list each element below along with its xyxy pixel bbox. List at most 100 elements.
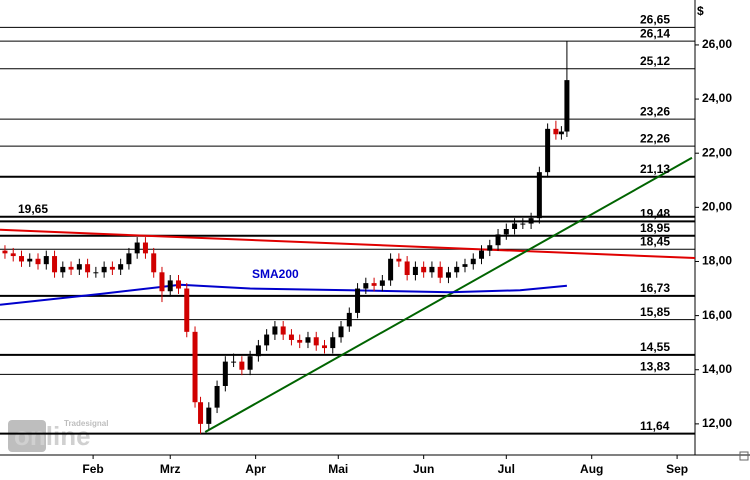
y-tick-label: 26,00 [702,37,732,51]
candle-body [272,326,278,335]
candle-body [454,266,460,273]
candle-body [255,345,261,357]
candle-body [487,245,493,251]
candle-body [60,266,66,273]
candle-body [167,280,173,292]
candle-body [76,264,82,270]
x-tick-label: Apr [245,462,266,476]
candle-body [437,266,443,278]
candle-body [231,361,237,363]
level-label: 23,26 [640,104,670,118]
currency-label: $ [697,4,704,18]
x-tick-label: Feb [82,462,103,476]
y-tick-label: 12,00 [702,416,732,430]
x-tick-label: Mrz [160,462,181,476]
candle-body [206,407,212,424]
level-label: 15,85 [640,305,670,319]
candle-body [109,266,115,270]
y-tick-label: 20,00 [702,200,732,214]
candle-body [338,326,344,338]
candle-body [93,272,99,274]
candle-body [520,223,526,225]
x-tick-label: Mai [328,462,348,476]
candle-body [297,339,303,343]
candle-body [118,264,124,270]
candle-body [346,312,352,327]
level-label: 16,73 [640,281,670,295]
candle-body [421,266,427,273]
candle-body [429,266,435,273]
candle-body [404,261,410,276]
candle-body [553,128,559,135]
watermark: online Tradesignal [8,419,108,452]
candle-body [355,288,361,313]
candle-body [445,272,451,278]
candle-body [101,266,107,273]
level-label: 11,64 [640,419,670,433]
watermark-brand: Tradesignal [64,419,108,428]
candle-body [503,228,509,235]
level-label: 25,12 [640,54,670,68]
candle-body [371,283,377,286]
candle-body [198,402,204,424]
level-label: 19,65 [18,202,48,216]
candle-body [462,264,468,267]
x-tick-label: Sep [666,462,688,476]
level-label: 21,13 [640,162,670,176]
candle-body [396,258,402,262]
candle-body [388,258,394,281]
candle-body [363,283,369,289]
candle-body [495,234,501,246]
candle-body [151,253,157,273]
candle-body [52,256,58,273]
candle-body [330,337,336,349]
level-label: 14,55 [640,340,670,354]
candle-body [27,258,33,262]
level-label: 19,48 [640,207,670,221]
candle-body [536,172,542,219]
candle-body [313,337,319,346]
x-tick-label: Jun [413,462,434,476]
y-tick-label: 22,00 [702,145,732,159]
candle-body [159,272,165,292]
candle-body [545,128,551,173]
candle-body [558,131,564,135]
candle-body [305,337,311,343]
x-tick-label: Aug [580,462,603,476]
candle-body [192,331,198,403]
candle-body [321,345,327,349]
candle-body [2,250,8,254]
candle-body [184,288,190,332]
candle-body [280,326,286,335]
candle-body [10,253,16,257]
candle-body [85,264,91,273]
y-tick-label: 16,00 [702,308,732,322]
candle-body [134,242,140,254]
candle-body [43,256,49,265]
level-label: 18,95 [640,221,670,235]
candle-body [222,361,228,386]
y-tick-label: 24,00 [702,91,732,105]
candle-body [214,385,220,408]
y-tick-label: 14,00 [702,362,732,376]
level-label: 22,26 [640,131,670,145]
trendline [0,228,695,259]
y-tick-label: 18,00 [702,254,732,268]
candle-body [176,280,182,289]
candle-body [18,256,24,262]
candle-body [288,334,294,340]
trendline [204,156,693,433]
resize-handle[interactable] [739,451,749,461]
candle-body [512,223,518,229]
candle-body [142,242,148,254]
series-label: SMA200 [252,267,299,281]
level-label: 26,14 [640,26,670,40]
x-tick-label: Jul [498,462,515,476]
watermark-box [8,420,46,452]
candle-body [126,253,132,265]
watermark-text: online [14,421,91,451]
candle-body [528,218,534,224]
candle-body [564,80,570,132]
